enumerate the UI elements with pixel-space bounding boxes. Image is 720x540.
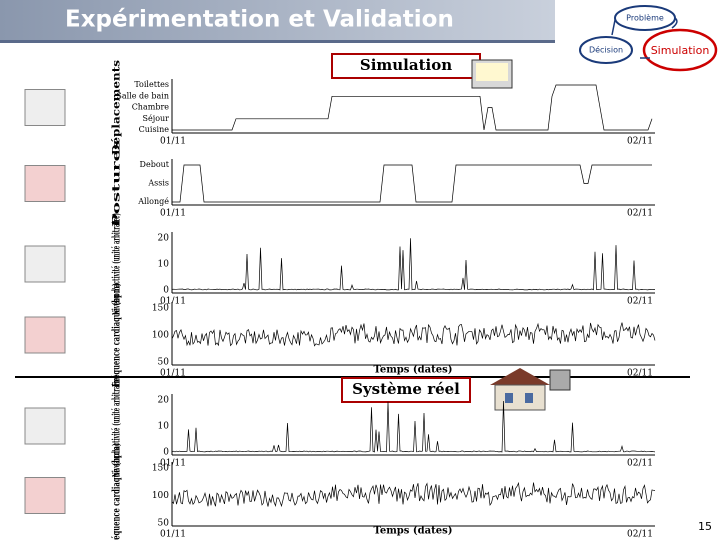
- y-tick-label: Toilettes: [134, 80, 169, 89]
- x-tick-label: 01/11: [160, 369, 186, 379]
- y-tick-label: 100: [152, 331, 169, 341]
- title: Expérimentation et Validation: [65, 7, 454, 33]
- y-tick-label: 50: [158, 358, 170, 368]
- node-label: Simulation: [651, 44, 710, 57]
- trace: [172, 164, 652, 203]
- x-tick-label: 02/11: [627, 209, 653, 219]
- icon: [24, 165, 66, 202]
- y-tick-label: 20: [158, 396, 170, 406]
- icon: [24, 245, 66, 283]
- y-tick-label: Assis: [147, 179, 169, 188]
- y-tick-label: Chambre: [132, 103, 170, 112]
- cycle-diagram: Problème Décision Simulation: [579, 5, 718, 72]
- y-tick-label: 0: [163, 286, 169, 296]
- y-tick-label: 150: [152, 304, 169, 314]
- house-icon: [490, 368, 571, 411]
- node-label: Problème: [626, 13, 664, 23]
- trace: [172, 84, 653, 131]
- icon: [24, 89, 66, 126]
- y-label: Fréquence cardiaque (bpm): [112, 443, 123, 540]
- x-tick-label: 01/11: [160, 459, 186, 469]
- y-label: Fréquence cardiaque (bpm): [112, 283, 123, 387]
- x-tick-label: 02/11: [627, 369, 653, 379]
- y-label: Postures: [112, 139, 123, 227]
- x-tick-label: 02/11: [627, 297, 653, 307]
- x-label: Temps (dates): [374, 365, 453, 376]
- y-tick-label: Séjour: [143, 114, 170, 123]
- trace: [171, 238, 656, 291]
- x-tick-label: 01/11: [160, 209, 186, 219]
- y-tick-label: Debout: [140, 160, 170, 169]
- section-box: [331, 53, 481, 79]
- title-rule: [0, 40, 555, 43]
- y-label: Déplacements: [112, 60, 123, 155]
- x-tick-label: 02/11: [627, 459, 653, 469]
- y-tick-label: Allongé: [137, 197, 169, 206]
- arrows: [611, 17, 678, 59]
- node-label: Décision: [589, 45, 623, 55]
- y-tick-label: 10: [158, 260, 170, 270]
- y-label: Niveau d'activité (unité arbitraire): [112, 375, 123, 477]
- icon: [24, 477, 66, 514]
- node: [579, 36, 633, 64]
- icon: [24, 407, 66, 445]
- page-number: 15: [698, 520, 712, 533]
- y-tick-label: 100: [152, 491, 169, 501]
- y-tick-label: 50: [158, 519, 170, 529]
- x-tick-label: 01/11: [160, 297, 186, 307]
- x-tick-label: 01/11: [160, 137, 186, 147]
- trace: [171, 481, 656, 508]
- trace: [171, 400, 656, 453]
- laptop-screen: [476, 63, 508, 81]
- x-tick-label: 01/11: [160, 530, 186, 540]
- panel: Toilettes Salle de bain Chambre Séjour Cuisi…: [24, 60, 655, 155]
- panel: 20 10 001/11 02/11 Niveau d'activité (unité …: [24, 375, 656, 477]
- y-label: Niveau d'activité (unité arbitraire): [112, 213, 123, 315]
- section-label: Simulation: [360, 56, 452, 74]
- x-tick-label: 02/11: [627, 530, 653, 540]
- y-tick-label: 0: [163, 448, 169, 458]
- trace: [171, 322, 656, 347]
- y-tick-label: Salle de bain: [116, 91, 169, 100]
- x-tick-label: 02/11: [627, 137, 653, 147]
- panel: 20 10 001/11 02/11 Niveau d'activité (unité …: [24, 213, 656, 315]
- title-bar: [0, 0, 555, 40]
- panel: Debout Assis Allongé 01/11 02/11 Postures: [24, 139, 655, 227]
- section-label: Système réel: [352, 380, 460, 398]
- y-tick-label: 10: [158, 422, 170, 432]
- y-tick-label: 20: [158, 234, 170, 244]
- section-box: [341, 377, 471, 403]
- icon: [24, 316, 66, 354]
- node: [642, 28, 718, 72]
- x-label: Temps (dates): [374, 526, 453, 537]
- y-tick-label: Cuisine: [139, 125, 170, 134]
- y-tick-label: 150: [152, 464, 169, 474]
